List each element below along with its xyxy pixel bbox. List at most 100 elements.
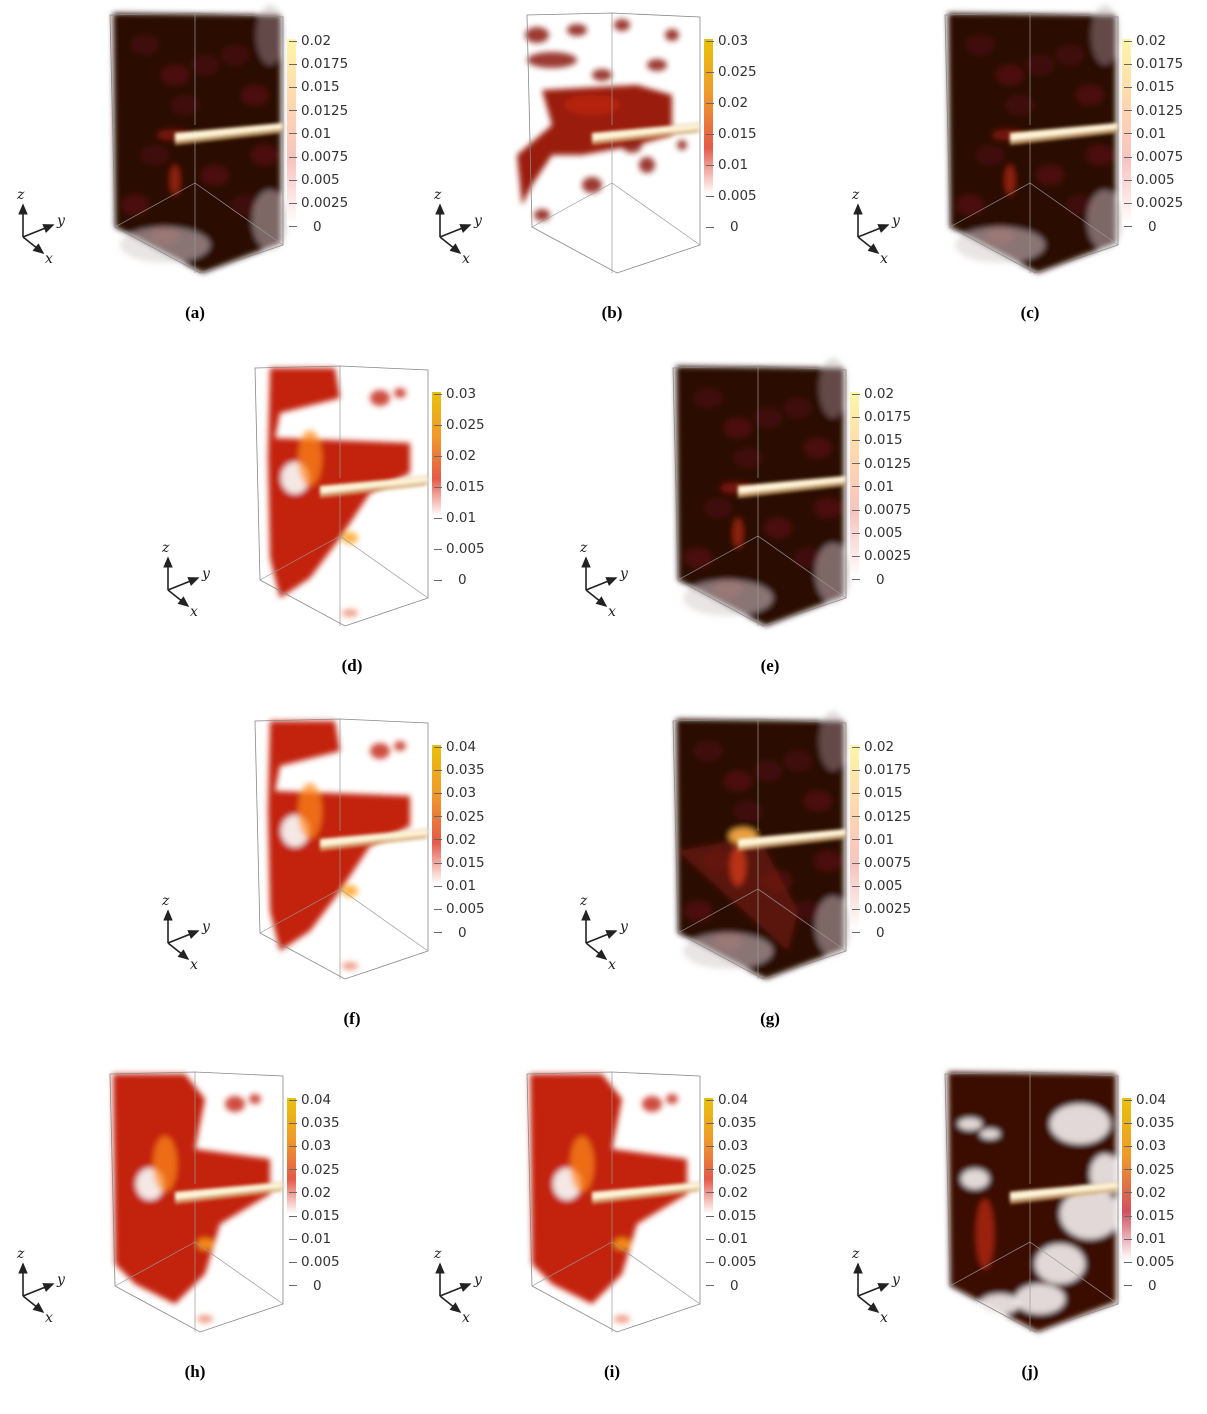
tick-mark — [706, 1238, 714, 1240]
crack-slab — [319, 475, 429, 498]
tick-mark — [706, 1099, 714, 1101]
y-axis-label: y — [619, 566, 629, 582]
y-axis-label: y — [201, 919, 211, 935]
axes-triad: z y x — [579, 540, 629, 618]
tick-label: 0.02 — [1136, 1184, 1167, 1201]
tick-mark — [852, 862, 860, 864]
colorbar-tick: 0 — [289, 1278, 399, 1294]
tick-mark — [706, 40, 714, 42]
colorbar-j: 0.04 0.035 0.03 0.025 0.02 0.015 0.01 0.005 0 — [1122, 1092, 1207, 1294]
colorbar-tick: 0.04 — [1124, 1092, 1207, 1108]
tick-mark — [289, 1099, 297, 1101]
tick-label: 0.005 — [446, 541, 485, 557]
volume-blob — [161, 65, 189, 85]
tick-mark — [1124, 179, 1132, 181]
volume-blob — [394, 388, 406, 398]
colorbar-tick: 0.0175 — [852, 409, 962, 425]
tick-label: 0.005 — [1136, 172, 1175, 189]
volume-render — [268, 721, 410, 970]
tick-label: 0.02 — [301, 33, 332, 49]
volume-blob — [342, 609, 358, 617]
tick-mark — [289, 179, 297, 181]
tick-label: 0.025 — [446, 417, 485, 433]
x-axis-label: x — [190, 604, 198, 618]
tick-mark — [289, 40, 297, 42]
y-axis-arrow — [585, 930, 618, 944]
tick-mark — [289, 63, 297, 65]
colorbar-tick: 0.0075 — [1124, 149, 1207, 165]
tick-mark — [852, 769, 860, 771]
volume-render — [517, 19, 687, 221]
x-axis-label: x — [190, 957, 198, 971]
bounding-box-edges — [114, 1072, 284, 1332]
colorbar-g: 0.02 0.0175 0.015 0.0125 0.01 0.0075 0.005 0.00… — [850, 739, 960, 941]
volume-blob — [525, 27, 549, 43]
colorbar-h: 0.04 0.035 0.03 0.025 0.02 0.015 0.01 0.005 0 — [287, 1092, 399, 1294]
x-axis-arrow — [167, 942, 190, 960]
volume-blob — [734, 801, 762, 821]
volume-render — [676, 358, 851, 626]
colorbar-tick: 0.03 — [289, 1138, 399, 1154]
volume-blob — [724, 771, 752, 791]
colorbar-tick: 0.03 — [1124, 1138, 1207, 1154]
tick-label: 0.005 — [301, 172, 340, 189]
hot-spot — [733, 518, 743, 548]
colorbar-tick: 0.02 — [706, 1185, 816, 1201]
tick-label: 0 — [313, 218, 322, 235]
panel-caption: (g) — [760, 1009, 780, 1028]
volume-render-i — [526, 1071, 701, 1333]
tick-label: 0.035 — [446, 762, 485, 779]
tick-label: 0.0025 — [1136, 195, 1184, 212]
tick-mark — [434, 908, 442, 910]
volume-blob — [231, 195, 259, 215]
fade-region — [1050, 1104, 1110, 1144]
volume-render-d — [254, 365, 429, 627]
colorbar-tick: 0.015 — [289, 1208, 399, 1224]
volume-render-j — [944, 1071, 1120, 1333]
hot-spot — [570, 1136, 594, 1192]
tick-mark — [1124, 1169, 1132, 1171]
fade-region — [958, 1118, 982, 1130]
tick-label: 0.01 — [1136, 1231, 1167, 1248]
colorbar-tick: 0.02 — [706, 95, 816, 111]
colorbar-tick: 0.015 — [434, 479, 544, 495]
tick-label: 0.01 — [718, 157, 749, 173]
y-axis-arrow — [22, 224, 55, 238]
volume-blob — [131, 35, 159, 55]
volume-blob — [171, 95, 199, 115]
tick-mark — [289, 1238, 297, 1240]
axes-triad: z y x — [433, 187, 483, 265]
tick-label: 0.015 — [1136, 1208, 1175, 1224]
hot-spot — [564, 95, 620, 115]
colorbar-tick: 0.01 — [289, 126, 399, 142]
y-axis-arrow — [585, 577, 618, 591]
tick-mark — [434, 579, 442, 581]
tick-mark — [1124, 156, 1132, 158]
tick-label: 0.025 — [718, 1161, 757, 1178]
colorbar-tick: 0 — [706, 219, 816, 235]
x-axis-label: x — [880, 251, 888, 265]
x-axis-label: x — [462, 1310, 470, 1324]
volume-blob — [684, 901, 712, 921]
colorbar-tick: 0 — [289, 219, 399, 235]
hot-spot — [298, 783, 322, 839]
tick-mark — [706, 1215, 714, 1217]
bounding-box-edges — [677, 366, 847, 626]
volume-render-e — [672, 358, 851, 627]
tick-label: 0.0025 — [864, 548, 912, 565]
volume-blob — [966, 35, 994, 55]
tick-mark — [434, 517, 442, 519]
colorbar-tick: 0.005 — [852, 525, 962, 541]
panel-caption: (j) — [1021, 1362, 1039, 1381]
tick-label: 0.015 — [446, 479, 485, 495]
tick-mark — [852, 816, 860, 818]
z-axis-label: z — [16, 187, 25, 203]
z-axis-label: z — [161, 893, 170, 909]
colorbar-tick: 0.01 — [434, 878, 544, 894]
y-axis-arrow — [439, 1283, 472, 1297]
volume-body — [113, 1074, 270, 1304]
tick-mark — [434, 816, 442, 818]
tick-mark — [434, 486, 442, 488]
colorbar-tick: 0.04 — [706, 1092, 816, 1108]
colorbar-tick: 0.01 — [434, 510, 544, 526]
